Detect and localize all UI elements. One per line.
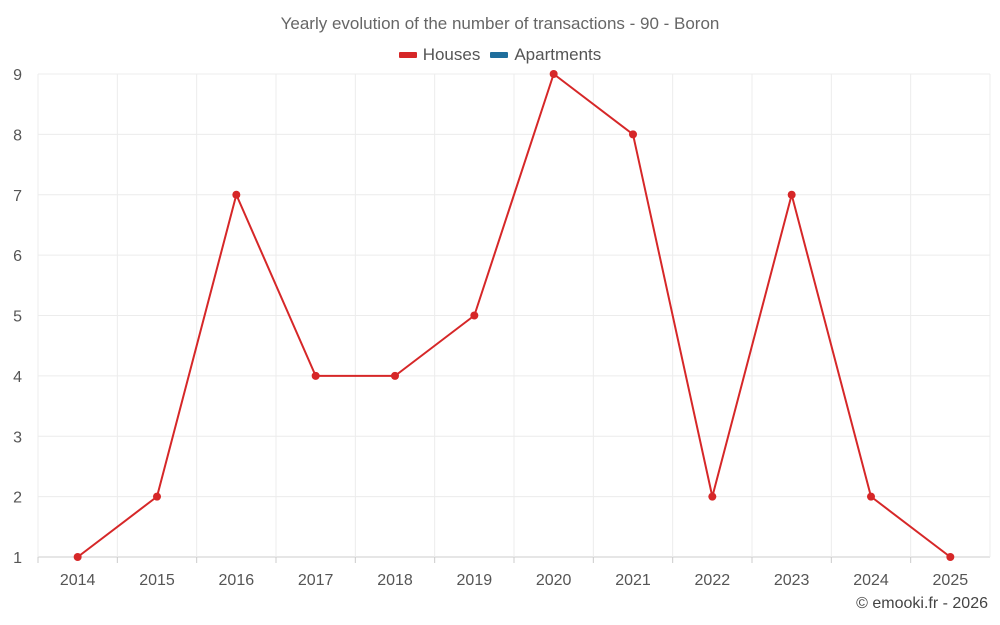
data-point-houses — [787, 190, 796, 199]
x-tick-label: 2020 — [536, 572, 572, 589]
data-point-houses — [73, 553, 82, 561]
x-tick-label: 2018 — [377, 572, 413, 589]
x-tick-label: 2014 — [60, 572, 96, 589]
houses-swatch-icon — [398, 52, 417, 58]
data-point-houses — [708, 492, 717, 501]
legend-item-apartments[interactable]: Apartments — [490, 45, 601, 65]
x-tick-label: 2023 — [774, 572, 810, 589]
x-tick-label: 2021 — [615, 572, 651, 589]
y-tick-label: 9 — [13, 67, 22, 84]
y-tick-label: 3 — [13, 429, 22, 446]
y-tick-label: 6 — [13, 248, 22, 265]
x-tick-label: 2017 — [298, 572, 334, 589]
data-point-houses — [470, 311, 479, 320]
apartments-swatch-icon — [490, 52, 509, 58]
legend-item-houses[interactable]: Houses — [398, 45, 481, 65]
x-tick-label: 2019 — [457, 572, 493, 589]
series-line-houses — [77, 73, 951, 558]
y-tick-label: 8 — [13, 127, 22, 144]
legend-label-apartments: Apartments — [514, 45, 602, 64]
x-tick-label: 2025 — [933, 572, 969, 589]
y-tick-label: 2 — [13, 490, 22, 507]
credit-text: © emooki.fr - 2026 — [856, 595, 988, 612]
legend-label-houses: Houses — [422, 45, 481, 64]
data-point-houses — [153, 492, 161, 501]
data-point-houses — [629, 130, 637, 139]
data-point-houses — [946, 553, 955, 561]
x-tick-label: 2022 — [695, 572, 731, 589]
y-tick-label: 5 — [13, 309, 22, 326]
x-tick-label: 2024 — [853, 572, 889, 589]
x-tick-label: 2015 — [139, 572, 175, 589]
legend: Houses Apartments — [0, 45, 1000, 65]
y-tick-label: 1 — [13, 550, 22, 567]
data-point-houses — [311, 371, 320, 380]
y-tick-label: 4 — [13, 369, 22, 386]
y-tick-label: 7 — [13, 188, 22, 205]
x-tick-label: 2016 — [219, 572, 255, 589]
data-point-houses — [549, 70, 558, 78]
data-point-houses — [391, 371, 399, 380]
data-point-houses — [232, 190, 241, 199]
chart-title: Yearly evolution of the number of transa… — [280, 14, 720, 33]
data-point-houses — [867, 492, 875, 501]
